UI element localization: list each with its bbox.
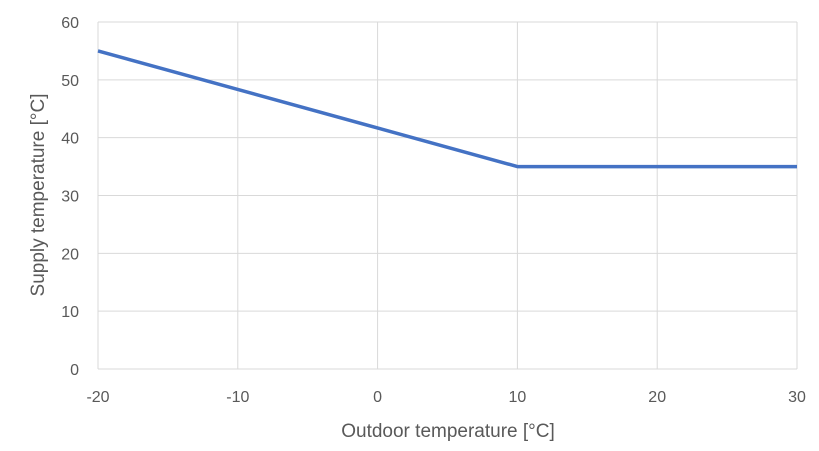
y-tick-label: 10 [61, 304, 79, 321]
grid [97, 21, 798, 370]
x-tick-label: -10 [226, 389, 249, 406]
y-tick-label: 20 [61, 246, 79, 263]
x-tick-label: 10 [509, 389, 527, 406]
y-axis-title: Supply temperature [°C] [28, 94, 49, 297]
y-tick-label: 30 [61, 189, 79, 206]
series-layer [97, 49, 797, 169]
y-tick-label: 40 [61, 131, 79, 148]
y-tick-label: 0 [70, 362, 79, 379]
series-line [97, 49, 797, 169]
x-tick-label: 30 [788, 389, 806, 406]
x-axis-title: Outdoor temperature [°C] [341, 421, 555, 442]
x-tick-label: -20 [86, 389, 109, 406]
x-tick-label: 0 [373, 389, 382, 406]
x-axis-ticks: -20 -10 0 10 20 30 [86, 389, 806, 406]
y-axis-ticks: 0 10 20 30 40 50 60 [61, 15, 79, 379]
x-tick-label: 20 [648, 389, 666, 406]
y-tick-label: 60 [61, 15, 79, 32]
y-tick-label: 50 [61, 73, 79, 90]
